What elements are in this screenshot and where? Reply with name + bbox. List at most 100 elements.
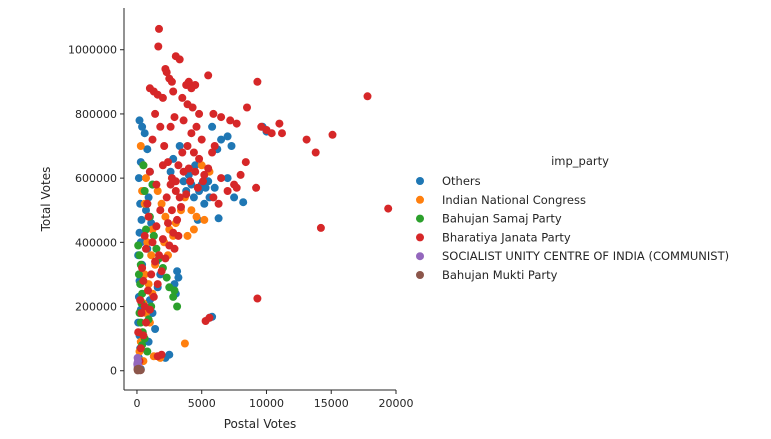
data-point <box>171 177 180 186</box>
y-axis-title: Total Votes <box>39 167 53 233</box>
data-point <box>210 142 219 150</box>
data-point <box>134 328 143 337</box>
data-point <box>204 71 213 80</box>
data-point <box>136 296 145 305</box>
series-3 <box>134 24 393 372</box>
data-point <box>152 222 161 231</box>
data-point <box>173 267 182 276</box>
data-point <box>140 302 149 311</box>
data-point <box>167 206 176 215</box>
data-point <box>153 187 162 195</box>
y-ticks: 0 200000 400000 600000 800000 1000000 <box>68 44 124 378</box>
legend-marker <box>416 214 424 223</box>
x-tick-label: 0 <box>133 397 140 410</box>
data-point <box>328 130 337 139</box>
data-point <box>278 129 286 138</box>
data-point <box>214 199 223 208</box>
data-point <box>200 170 209 179</box>
data-point <box>193 183 202 192</box>
plot-area <box>133 24 393 375</box>
data-point <box>152 180 161 189</box>
legend-marker <box>416 252 424 261</box>
y-tick-label: 1000000 <box>68 44 117 57</box>
y-tick-label: 800000 <box>75 108 117 121</box>
data-point <box>153 280 162 289</box>
data-point <box>201 183 210 192</box>
data-point <box>169 292 178 301</box>
data-point <box>209 109 218 118</box>
data-point <box>175 55 184 64</box>
data-point <box>151 109 160 118</box>
data-point <box>217 174 226 183</box>
data-point <box>148 238 157 247</box>
series-5 <box>133 364 145 375</box>
legend-marker <box>416 195 424 204</box>
data-point <box>164 219 172 228</box>
data-point <box>139 161 148 170</box>
data-point <box>137 215 146 224</box>
data-point <box>161 212 170 221</box>
data-point <box>169 87 178 96</box>
data-point <box>217 135 226 144</box>
data-point <box>155 24 163 33</box>
data-point <box>232 119 241 128</box>
x-axis-title: Postal Votes <box>224 417 297 431</box>
x-tick-label: 20000 <box>379 397 414 410</box>
data-point <box>166 167 175 176</box>
data-point <box>147 270 156 279</box>
legend-items: Others Indian National Congress Bahujan Sa… <box>416 174 729 282</box>
data-point <box>174 231 183 240</box>
data-point <box>178 93 187 102</box>
data-point <box>158 93 167 102</box>
data-point <box>134 174 143 183</box>
data-point <box>197 135 206 144</box>
data-point <box>214 214 223 223</box>
data-point <box>189 193 198 202</box>
data-point <box>140 187 149 195</box>
data-point <box>253 294 262 303</box>
data-point <box>267 129 276 138</box>
data-point <box>170 286 179 295</box>
data-point <box>149 231 158 240</box>
data-point <box>138 289 147 298</box>
data-point <box>180 339 189 348</box>
x-tick-label: 5000 <box>188 397 216 410</box>
data-point <box>140 231 149 240</box>
data-point <box>157 267 166 276</box>
data-point <box>195 154 204 163</box>
data-point <box>239 198 248 207</box>
data-point <box>187 129 196 138</box>
x-tick-label: 15000 <box>314 397 349 410</box>
y-tick-label: 600000 <box>75 172 117 185</box>
data-point <box>152 244 161 253</box>
data-point <box>155 251 163 260</box>
data-point <box>186 177 195 186</box>
data-point <box>175 193 184 202</box>
data-point <box>187 206 196 215</box>
data-point <box>183 142 192 150</box>
data-point <box>158 235 167 244</box>
data-point <box>149 292 158 301</box>
data-point <box>302 135 311 144</box>
data-point <box>200 199 209 208</box>
data-point <box>135 251 144 260</box>
data-point <box>275 119 284 128</box>
data-point <box>191 81 200 89</box>
data-point <box>142 244 150 253</box>
data-point <box>197 161 206 170</box>
data-point <box>199 177 207 186</box>
data-point <box>253 77 262 86</box>
data-point <box>174 273 183 282</box>
data-point <box>178 148 187 157</box>
data-point <box>134 270 143 279</box>
data-point <box>227 142 236 150</box>
data-point <box>138 264 147 272</box>
data-point <box>142 225 150 234</box>
data-point <box>136 366 145 375</box>
data-point <box>138 122 147 131</box>
y-tick-label: 200000 <box>75 301 117 314</box>
data-point <box>209 193 218 202</box>
data-point <box>171 187 180 195</box>
data-point <box>184 77 193 86</box>
